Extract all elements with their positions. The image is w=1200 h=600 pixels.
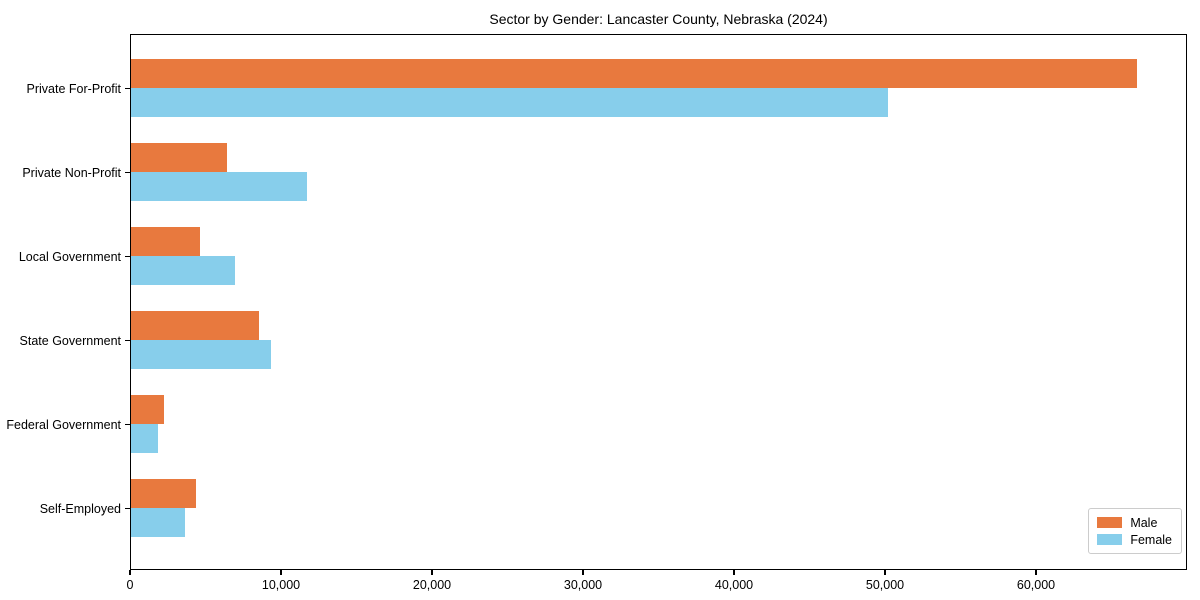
- bar-male-private-for-profit: [131, 59, 1138, 88]
- y-tick-mark: [125, 507, 130, 510]
- bar-male-private-non-profit: [131, 143, 227, 172]
- bar-male-state-government: [131, 311, 260, 340]
- x-tick-label-10-000: 10,000: [261, 578, 301, 592]
- bar-female-self-employed: [131, 508, 185, 537]
- y-tick-mark: [125, 423, 130, 426]
- chart-title: Sector by Gender: Lancaster County, Nebr…: [489, 11, 828, 27]
- category-label-state-government: State Government: [19, 333, 121, 348]
- x-tick-mark: [582, 570, 584, 575]
- legend-label-male: Male: [1130, 515, 1158, 530]
- x-tick-mark: [129, 570, 131, 575]
- y-tick-mark: [125, 87, 130, 90]
- x-tick-mark: [280, 570, 282, 575]
- bar-female-local-government: [131, 256, 236, 285]
- x-tick-label-0: 0: [126, 578, 134, 592]
- plot-area: Male Female: [130, 34, 1187, 570]
- legend-entry-male: Male: [1097, 514, 1172, 531]
- bar-female-private-for-profit: [131, 88, 888, 117]
- x-tick-mark: [1035, 570, 1037, 575]
- y-tick-mark: [125, 255, 130, 258]
- legend: Male Female: [1088, 508, 1182, 554]
- category-label-private-non-profit: Private Non-Profit: [22, 165, 121, 180]
- y-tick-mark: [125, 339, 130, 342]
- category-label-local-government: Local Government: [18, 249, 121, 264]
- category-label-federal-government: Federal Government: [6, 417, 121, 432]
- x-tick-mark: [884, 570, 886, 575]
- legend-swatch-male: [1097, 517, 1123, 528]
- y-tick-mark: [125, 171, 130, 174]
- x-tick-label-30-000: 30,000: [563, 578, 603, 592]
- x-tick-mark: [431, 570, 433, 575]
- x-tick-label-50-000: 50,000: [865, 578, 905, 592]
- legend-label-female: Female: [1130, 532, 1172, 547]
- bar-male-local-government: [131, 227, 200, 256]
- legend-swatch-female: [1097, 534, 1123, 545]
- x-tick-mark: [733, 570, 735, 575]
- category-label-self-employed: Self-Employed: [39, 501, 121, 516]
- bar-female-federal-government: [131, 424, 159, 453]
- category-label-private-for-profit: Private For-Profit: [26, 81, 121, 96]
- bar-male-federal-government: [131, 395, 165, 424]
- x-tick-label-20-000: 20,000: [412, 578, 452, 592]
- x-tick-label-40-000: 40,000: [714, 578, 754, 592]
- x-tick-label-60-000: 60,000: [1016, 578, 1056, 592]
- bar-female-state-government: [131, 340, 272, 369]
- bar-female-private-non-profit: [131, 172, 307, 201]
- bar-male-self-employed: [131, 479, 196, 508]
- y-axis-labels: Private For-Profit Private Non-Profit Loca…: [0, 34, 121, 570]
- legend-entry-female: Female: [1097, 531, 1172, 548]
